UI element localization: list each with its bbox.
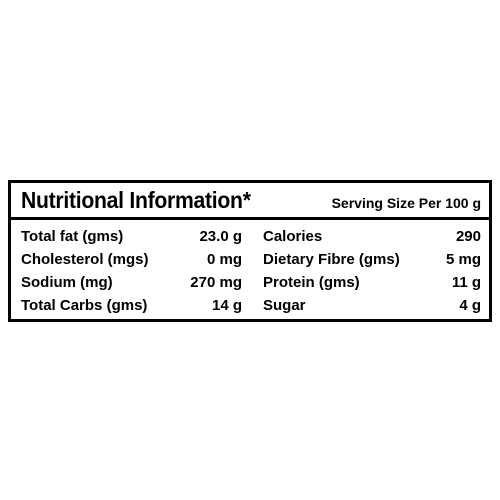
label-header: Nutritional Information* Serving Size Pe…: [11, 183, 489, 220]
serving-size: Serving Size Per 100 g: [331, 195, 481, 211]
nutrient-value: 4 g: [459, 297, 481, 314]
nutrient-value: 0 mg: [206, 251, 242, 268]
nutrient-value: 14 g: [211, 297, 242, 314]
table-row: Total fat (gms) 23.0 g Calories 290: [11, 226, 489, 249]
table-row: Cholesterol (mgs) 0 mg Dietary Fibre (gms)…: [11, 249, 489, 272]
nutrient-value: 5 mg: [445, 251, 481, 268]
nutrient-label: Total Carbs (gms): [21, 297, 148, 314]
nutrient-value: 270 mg: [190, 274, 242, 291]
nutrition-label: Nutritional Information* Serving Size Pe…: [8, 180, 492, 322]
nutrient-value: 11 g: [451, 274, 481, 291]
title: Nutritional Information*: [21, 187, 251, 213]
nutrient-label: Sodium (mg): [21, 274, 113, 291]
nutrient-label: Cholesterol (mgs): [21, 251, 149, 268]
nutrient-label: Protein (gms): [263, 274, 360, 291]
nutrient-label: Total fat (gms): [21, 228, 124, 245]
table-row: Sodium (mg) 270 mg Protein (gms) 11 g: [11, 272, 489, 295]
nutrient-label: Sugar: [263, 297, 306, 314]
nutrient-label: Dietary Fibre (gms): [263, 251, 400, 268]
nutrient-value: 290: [455, 228, 481, 245]
table-row: Total Carbs (gms) 14 g Sugar 4 g: [11, 295, 489, 318]
nutrient-label: Calories: [263, 228, 323, 245]
nutrient-value: 23.0 g: [199, 228, 242, 245]
